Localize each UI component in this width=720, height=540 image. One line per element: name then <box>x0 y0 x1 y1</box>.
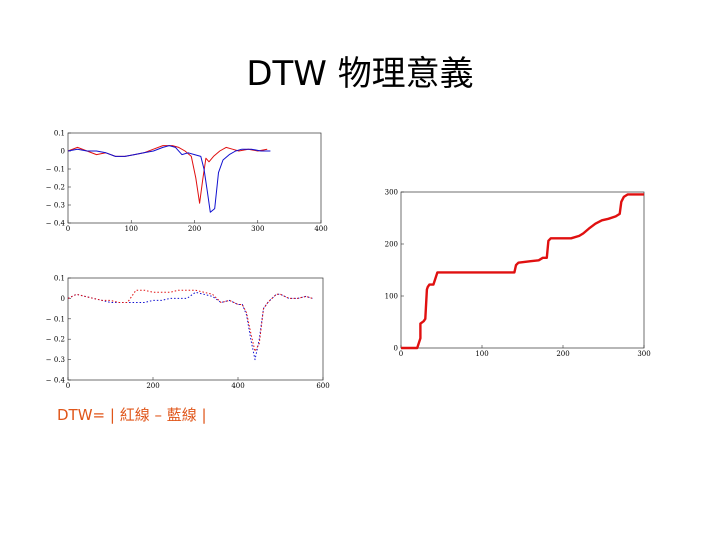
y-tick-label: 0 <box>394 345 398 353</box>
y-tick-label: 200 <box>385 241 398 249</box>
slide-title: DTW 物理意義 <box>246 54 474 94</box>
y-tick-label: 0.1 <box>54 130 65 138</box>
x-tick-label: 100 <box>475 350 488 358</box>
x-tick-label: 600 <box>316 382 329 390</box>
red-series-line <box>401 193 644 350</box>
blue-series-line <box>67 291 313 361</box>
y-tick-label: − 0.1 <box>46 166 65 174</box>
blue-series-line <box>67 145 271 213</box>
aligned-signals-chart: 0 100 200 300 400 0.1 0 − 0.1 − 0.2 − 0.3 − 0.4 <box>46 130 328 234</box>
plot-frame <box>67 132 322 224</box>
y-tick-label: 0 <box>61 295 65 303</box>
y-tick-label: 0 <box>61 148 65 156</box>
plot-frame <box>67 277 324 381</box>
x-tick-label: 0 <box>66 225 70 233</box>
x-tick-label: 0 <box>66 382 70 390</box>
y-tick-label: − 0.3 <box>46 356 65 364</box>
y-tick-label: 0.1 <box>54 275 65 283</box>
x-tick-label: 400 <box>231 382 244 390</box>
plot-frame <box>400 191 645 349</box>
x-tick-label: 200 <box>188 225 201 233</box>
x-tick-label: 200 <box>146 382 159 390</box>
y-tick-label: 100 <box>385 293 398 301</box>
x-tick-label: 300 <box>637 350 650 358</box>
x-tick-label: 300 <box>251 225 264 233</box>
y-tick-label: − 0.1 <box>46 315 65 323</box>
y-tick-label: − 0.2 <box>46 184 65 192</box>
x-tick-label: 200 <box>556 350 569 358</box>
y-tick-label: 300 <box>385 189 398 197</box>
x-tick-label: 0 <box>399 350 403 358</box>
warping-path-chart: 0 100 200 300 300 200 100 0 <box>385 189 651 359</box>
x-tick-label: 100 <box>125 225 138 233</box>
y-tick-label: − 0.3 <box>46 202 65 210</box>
y-tick-label: − 0.4 <box>46 377 66 385</box>
red-series-line <box>67 145 268 204</box>
original-signals-chart: 0 200 400 600 0.1 0 − 0.1 − 0.2 − 0.3 − 0.4 <box>46 275 330 391</box>
x-tick-label: 400 <box>314 225 327 233</box>
red-series-line <box>67 289 313 352</box>
y-tick-label: − 0.4 <box>46 220 66 228</box>
y-tick-label: − 0.2 <box>46 336 65 344</box>
dtw-formula: DTW= | 紅線 – 藍線 | <box>57 406 207 424</box>
